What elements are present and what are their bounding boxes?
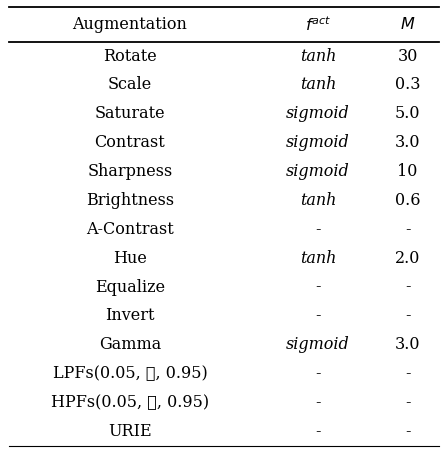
Text: -: -	[315, 307, 321, 324]
Text: sigmoid: sigmoid	[286, 163, 350, 180]
Text: -: -	[405, 279, 410, 296]
Text: Gamma: Gamma	[99, 336, 161, 353]
Text: -: -	[405, 394, 410, 411]
Text: -: -	[315, 221, 321, 238]
Text: Contrast: Contrast	[95, 134, 165, 151]
Text: $f^{act}$: $f^{act}$	[305, 15, 332, 34]
Text: 0.3: 0.3	[395, 76, 420, 93]
Text: Invert: Invert	[105, 307, 155, 324]
Text: -: -	[405, 307, 410, 324]
Text: -: -	[405, 365, 410, 382]
Text: Sharpness: Sharpness	[87, 163, 172, 180]
Text: Equalize: Equalize	[95, 279, 165, 296]
Text: $M$: $M$	[400, 16, 415, 32]
Text: -: -	[405, 423, 410, 440]
Text: -: -	[315, 279, 321, 296]
Text: tanh: tanh	[300, 48, 336, 65]
Text: HPFs(0.05, ⋯, 0.95): HPFs(0.05, ⋯, 0.95)	[51, 394, 209, 411]
Text: tanh: tanh	[300, 192, 336, 209]
Text: Scale: Scale	[108, 76, 152, 93]
Text: -: -	[315, 423, 321, 440]
Text: tanh: tanh	[300, 76, 336, 93]
Text: LPFs(0.05, ⋯, 0.95): LPFs(0.05, ⋯, 0.95)	[52, 365, 207, 382]
Text: 5.0: 5.0	[395, 105, 420, 122]
Text: 10: 10	[397, 163, 418, 180]
Text: tanh: tanh	[300, 249, 336, 267]
Text: sigmoid: sigmoid	[286, 336, 350, 353]
Text: Brightness: Brightness	[86, 192, 174, 209]
Text: 3.0: 3.0	[395, 336, 420, 353]
Text: 2.0: 2.0	[395, 249, 420, 267]
Text: 0.6: 0.6	[395, 192, 420, 209]
Text: Augmentation: Augmentation	[73, 16, 187, 33]
Text: -: -	[315, 394, 321, 411]
Text: A-Contrast: A-Contrast	[86, 221, 174, 238]
Text: -: -	[405, 221, 410, 238]
Text: sigmoid: sigmoid	[286, 105, 350, 122]
Text: Rotate: Rotate	[103, 48, 157, 65]
Text: 3.0: 3.0	[395, 134, 420, 151]
Text: -: -	[315, 365, 321, 382]
Text: 30: 30	[397, 48, 418, 65]
Text: Hue: Hue	[113, 249, 147, 267]
Text: URIE: URIE	[108, 423, 152, 440]
Text: Saturate: Saturate	[95, 105, 165, 122]
Text: sigmoid: sigmoid	[286, 134, 350, 151]
